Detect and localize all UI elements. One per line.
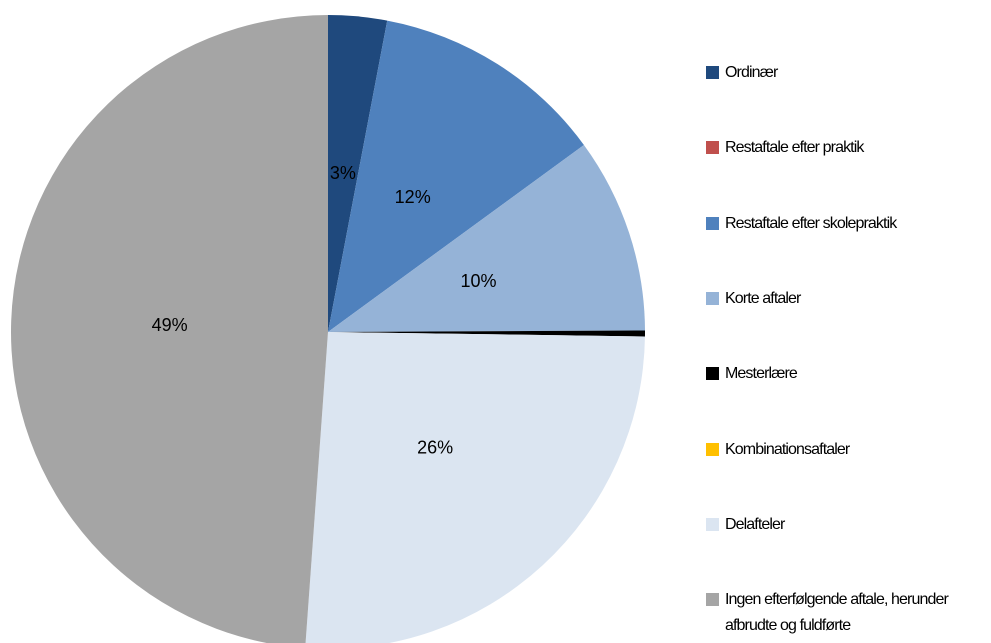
chart: 3% 12% 10% 26% 49% (11, 15, 645, 643)
legend-label: Restaftale efter praktik (725, 139, 864, 157)
pie-slice (328, 15, 388, 332)
legend-item: Mesterlære (706, 361, 961, 387)
legend-label: Mesterlære (725, 365, 798, 383)
legend-item: Delafteler (706, 512, 961, 538)
legend-swatch (706, 216, 719, 230)
legend-swatch (706, 593, 719, 607)
legend-swatch (706, 291, 719, 305)
data-label: 12% (395, 187, 431, 207)
pie-slice (328, 144, 645, 332)
legend-item: Ordinær (706, 60, 961, 86)
legend-item: Restaftale efter skolepraktik (706, 211, 961, 237)
data-label: 3% (330, 163, 356, 183)
legend-label: Ordinær (725, 64, 778, 81)
data-label: 26% (417, 438, 453, 458)
legend-item: Ingen efterfølgende aftale, herunder afb… (706, 587, 961, 639)
legend-swatch (706, 141, 719, 155)
legend-swatch (706, 442, 719, 456)
legend-label: Korte aftaler (725, 289, 801, 307)
pie-slice (305, 332, 645, 643)
pie-slice (328, 330, 645, 337)
legend-swatch (706, 517, 719, 531)
legend-item: Restaftale efter praktik (706, 135, 961, 161)
pie-slice (328, 20, 388, 332)
pie-slice (11, 15, 328, 643)
pie-slice (328, 20, 584, 332)
data-label: 49% (152, 315, 188, 335)
legend-label: Ingen efterfølgende aftale, herunder afb… (725, 591, 949, 635)
legend-label: Kombinationsaftaler (725, 440, 850, 458)
legend-item: Kombinationsaftaler (706, 437, 961, 463)
data-label: 10% (461, 271, 497, 291)
legend-label: Restaftale efter skolepraktik (725, 214, 897, 232)
legend-swatch (706, 66, 719, 79)
legend-item: Korte aftaler (706, 286, 961, 312)
legend-label: Delafteler (725, 515, 785, 533)
legend-swatch (706, 367, 719, 381)
